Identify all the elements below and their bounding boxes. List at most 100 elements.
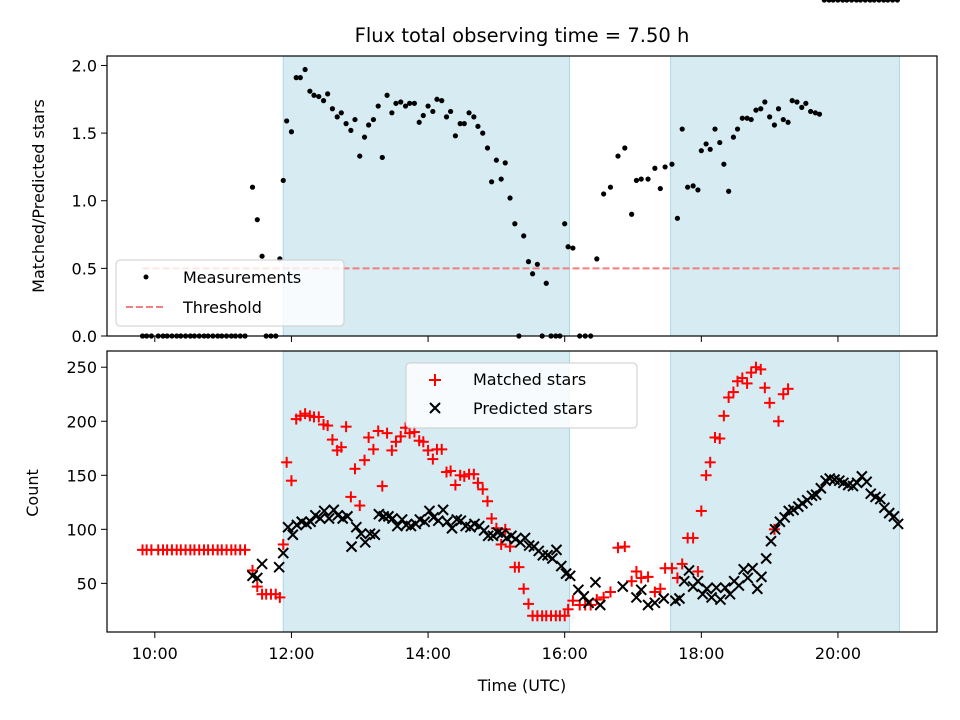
predicted-star-point <box>345 540 358 553</box>
matched-star-point <box>741 377 753 389</box>
measurement-point <box>771 122 778 128</box>
count-y-tick-label: 150 <box>66 466 97 485</box>
measurement-point <box>844 0 850 3</box>
matched-star-point <box>335 441 347 453</box>
matched-star-point <box>482 495 494 507</box>
measurement-point <box>452 133 458 139</box>
measurement-point <box>338 110 344 116</box>
predicted-star-point <box>746 562 759 574</box>
ratio-y-axis-label: Matched/Predicted stars <box>29 99 48 293</box>
matched-star-point <box>666 562 678 574</box>
measurement-point <box>707 146 713 152</box>
ratio-x-ticks <box>154 336 839 342</box>
measurement-point <box>629 211 635 217</box>
measurement-point <box>857 0 864 3</box>
matched-star-point <box>676 558 688 570</box>
predicted-star-point <box>678 575 690 587</box>
predicted-star-point <box>277 547 289 559</box>
matched-star-point <box>736 372 748 384</box>
matched-star-point <box>468 468 480 480</box>
predicted-star-point <box>418 516 431 528</box>
predicted-star-point <box>386 512 399 525</box>
measurement-point <box>690 183 696 189</box>
x-tick-label: 12:00 <box>268 644 314 663</box>
measurement-point <box>657 185 663 192</box>
predicted-star-point <box>589 576 602 588</box>
measurement-point <box>669 161 675 167</box>
matched-star-point <box>692 565 704 577</box>
measurement-point <box>871 0 877 3</box>
measurement-point <box>562 221 568 227</box>
measurement-point <box>826 0 832 3</box>
matched-star-point <box>764 397 776 409</box>
ratio-panel: 0.00.51.01.52.0 Matched/Predicted stars … <box>29 0 938 346</box>
matched-star-point <box>427 453 439 465</box>
predicted-star-point <box>273 561 285 573</box>
ratio-legend-box <box>115 259 345 327</box>
measurement-point <box>484 145 491 151</box>
ratio-y-axis: 0.0 0.5 1.0 1.5 2.0 <box>72 56 107 346</box>
measurement-point <box>662 164 668 170</box>
x-tick-label: 16:00 <box>542 644 588 663</box>
predicted-star-point <box>350 521 363 533</box>
matched-star-point <box>349 463 361 475</box>
predicted-star-point <box>451 513 463 526</box>
measurement-point <box>466 110 472 116</box>
ratio-plot-frame <box>106 55 938 337</box>
measurement-point <box>311 92 317 98</box>
count-y-tick-label: 200 <box>66 412 97 431</box>
predicted-star-point <box>282 521 294 533</box>
measurement-point <box>348 127 354 133</box>
matched-star-point <box>562 603 574 615</box>
predicted-star-point <box>874 493 887 505</box>
matched-star-point <box>376 480 388 492</box>
matched-star-point <box>386 444 398 456</box>
measurement-point <box>703 141 709 147</box>
predicted-star-point <box>714 593 727 606</box>
legend-matched-label: Matched stars <box>473 370 586 389</box>
predicted-star-point <box>377 510 390 523</box>
matched-star-point <box>718 410 730 422</box>
measurement-point <box>448 108 454 115</box>
matched-star-point <box>274 591 286 603</box>
x-tick-label: 18:00 <box>678 644 724 663</box>
matched-star-point <box>404 427 416 439</box>
matched-star-point <box>745 367 757 379</box>
predicted-star-point <box>810 489 822 501</box>
matched-star-point <box>395 430 407 442</box>
measurement-point <box>379 154 385 161</box>
measurement-point <box>402 103 409 109</box>
measurement-points <box>139 0 900 339</box>
measurement-point <box>885 0 891 3</box>
predicted-star-point <box>355 527 367 540</box>
predicted-star-point <box>582 597 595 609</box>
measurement-point <box>498 176 504 182</box>
matched-star-point <box>322 420 334 432</box>
measurement-point <box>753 107 759 113</box>
count-y-axis: 50 100 150 200 250 <box>66 358 107 593</box>
matched-star-point <box>567 595 579 607</box>
predicted-star-point <box>287 529 299 541</box>
predicted-star-point <box>492 526 504 539</box>
matched-star-point <box>294 410 306 422</box>
measurement-point <box>249 184 256 190</box>
measurement-point <box>329 106 336 112</box>
matched-star-point <box>727 386 739 398</box>
matched-star-point <box>626 575 638 587</box>
predicted-star-point <box>635 584 647 596</box>
measurement-point <box>607 184 614 190</box>
measurement-point <box>726 188 732 194</box>
measurement-point <box>794 99 800 105</box>
measurement-point <box>808 108 814 115</box>
ratio-observing-windows <box>282 55 900 337</box>
matched-star-point <box>239 544 251 556</box>
measurement-point <box>698 148 704 154</box>
predicted-star-point <box>642 599 654 611</box>
matched-star-point <box>472 477 484 489</box>
count-legend-box <box>405 362 638 429</box>
predicted-star-point <box>550 544 563 556</box>
matched-star-point <box>422 444 434 456</box>
measurement-point <box>853 0 859 3</box>
measurement-point <box>652 165 658 171</box>
measurement-point <box>849 0 855 3</box>
